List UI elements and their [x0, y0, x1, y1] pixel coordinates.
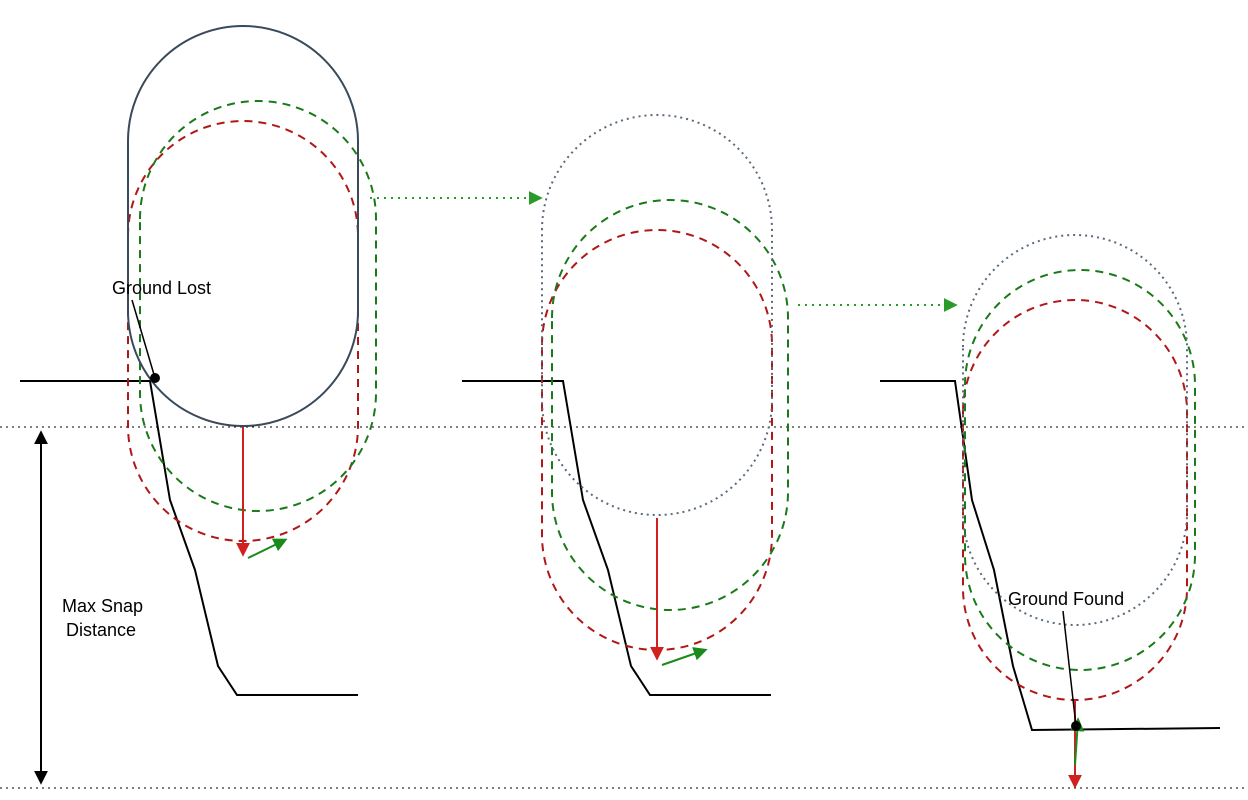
- ground-found-label: Ground Found: [1008, 589, 1124, 609]
- ground-panel-1: [20, 381, 358, 695]
- capsule-p3-green: [965, 270, 1195, 670]
- ground-lost-leader: [132, 300, 155, 378]
- capsule-p3-dotted: [963, 235, 1187, 625]
- capsule-p3-red: [963, 300, 1187, 700]
- ground-lost-label: Ground Lost: [112, 278, 211, 298]
- collision-snap-diagram: Ground Lost Ground Found Max Snap Distance: [0, 0, 1248, 800]
- capsule-p2-green: [552, 200, 788, 610]
- ground-panel-3: [880, 381, 1220, 730]
- capsule-p1-solid: [128, 26, 358, 426]
- max-snap-label-2: Distance: [66, 620, 136, 640]
- max-snap-label-1: Max Snap: [62, 596, 143, 616]
- capsule-p1-green: [140, 101, 376, 511]
- ground-found-leader: [1063, 611, 1076, 726]
- capsule-p2-dotted: [542, 115, 772, 515]
- resolve-arrow-p1: [248, 540, 285, 558]
- resolve-arrow-p2: [662, 650, 705, 665]
- ground-panel-2: [462, 381, 771, 695]
